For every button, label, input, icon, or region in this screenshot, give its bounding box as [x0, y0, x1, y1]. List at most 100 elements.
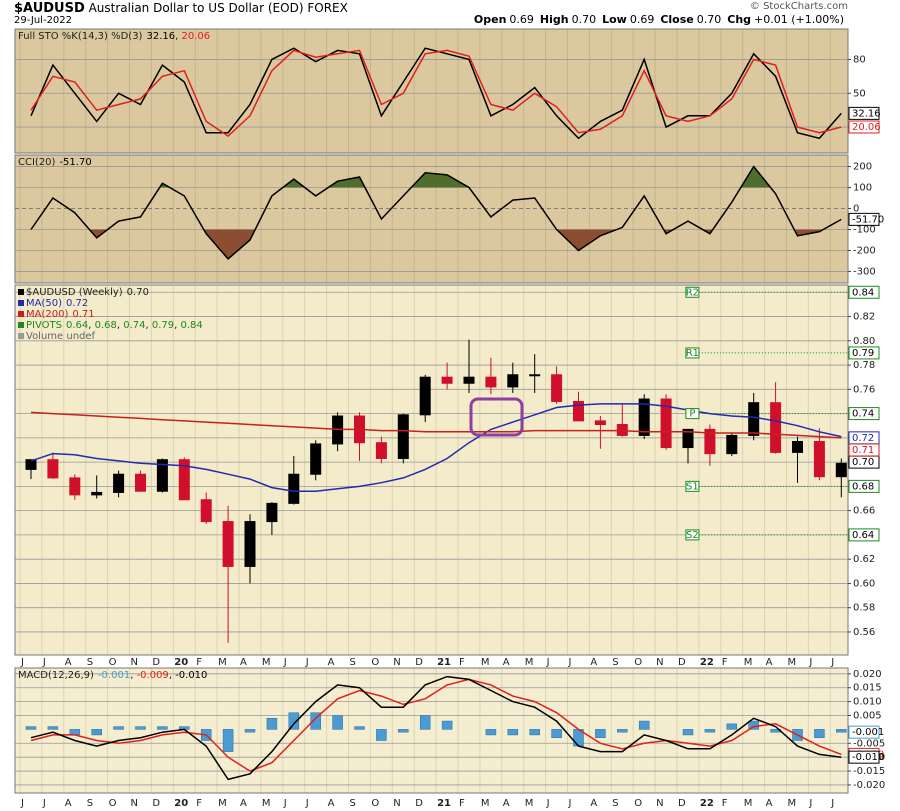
histogram-bar: [310, 712, 321, 730]
value-box-label: 0.74: [852, 409, 874, 420]
histogram-bar: [244, 729, 256, 733]
legend-row: CCI(20) -51.70: [18, 157, 96, 168]
y-tick-label: 80: [853, 54, 866, 65]
candle-body: [660, 398, 672, 449]
x-tick-label: M: [481, 798, 490, 809]
x-tick-label: J: [546, 657, 550, 668]
legend-value: 0.64: [65, 320, 89, 331]
histogram-bar: [441, 720, 453, 730]
value-box-label: 0.68: [852, 481, 874, 492]
value-box: [848, 346, 880, 360]
volume-note: Volume undef: [26, 331, 96, 342]
legend-value: -0.009: [130, 670, 169, 681]
value-box: [848, 443, 880, 457]
candle-body: [397, 414, 409, 459]
legend-value: 20.06: [175, 31, 210, 42]
candle-body: [551, 374, 563, 402]
y-tick-label: 0.62: [853, 554, 875, 565]
candle-body: [91, 491, 103, 496]
histogram-bar: [595, 729, 606, 738]
x-tick-label: S: [87, 798, 93, 809]
legend: MACD(12,26,9)-0.001-0.009-0.010: [18, 670, 211, 681]
x-tick-label: A: [766, 657, 773, 668]
legend-label: CCI(20): [18, 157, 56, 168]
quote-value: 0.69: [629, 13, 655, 26]
x-tick-label: A: [503, 657, 510, 668]
histogram-bar: [332, 715, 343, 730]
x-tick-label: S: [350, 798, 356, 809]
x-tick-label: A: [328, 798, 335, 809]
x-tick-label: O: [109, 798, 117, 809]
value-box-label: 0.64: [852, 530, 874, 541]
candle-body: [244, 521, 256, 567]
candle-body: [156, 459, 168, 492]
series-line: [30, 403, 842, 492]
y-tick-label: 0.015: [853, 683, 882, 694]
pivot-label-box: [685, 480, 700, 492]
x-tick-label: F: [196, 657, 202, 668]
y-tick-label: -0.020: [853, 780, 885, 791]
x-tick-label: D: [152, 657, 160, 668]
legend-value: 0.79: [146, 320, 175, 331]
y-tick-label: 0: [853, 204, 859, 215]
candle-body: [682, 428, 694, 449]
x-tick-label: N: [131, 657, 138, 668]
histogram-bar: [726, 723, 738, 730]
panel: [15, 28, 848, 154]
value-box: [848, 106, 880, 120]
value-box: [848, 285, 880, 299]
x-tick-label: N: [131, 798, 138, 809]
x-tick-label: N: [656, 657, 663, 668]
description: Australian Dollar to US Dollar (EOD): [88, 1, 304, 15]
y-tick-label: 0.020: [853, 669, 882, 680]
pivot-label: P: [689, 409, 695, 420]
x-tick-label: J: [305, 657, 309, 668]
histogram-bar: [814, 729, 825, 738]
x-tick-label: S: [612, 798, 618, 809]
x-tick-label: J: [568, 798, 572, 809]
x-tick-label: F: [459, 798, 465, 809]
x-tick-label: A: [65, 798, 72, 809]
y-tick-label: 0.76: [853, 384, 875, 395]
histogram-bar: [25, 726, 37, 730]
y-tick-label: 0.58: [853, 603, 875, 614]
legend-label: Full STO %K(14,3) %D(3): [18, 31, 143, 42]
x-tick-label: J: [808, 657, 812, 668]
x-tick-label: A: [65, 657, 72, 668]
histogram-bar: [354, 726, 365, 730]
x-tick-label: S: [350, 657, 356, 668]
histogram-bar: [485, 729, 497, 736]
value-box-label: 32.16: [852, 108, 881, 119]
histogram-bar: [529, 729, 540, 736]
y-tick-label: -100: [853, 224, 876, 235]
x-tick-label: M: [525, 657, 534, 668]
y-tick-label: -0.005: [853, 738, 885, 749]
histogram-bar: [222, 729, 234, 752]
pivot-label: S1: [686, 481, 699, 492]
x-tick-label: M: [262, 657, 271, 668]
value-box: [848, 407, 880, 421]
candle-body: [310, 443, 322, 475]
x-tick-label: A: [590, 798, 597, 809]
x-tick-label: 22: [700, 657, 714, 668]
x-tick-label: M: [262, 798, 271, 809]
legend-value: -0.010: [169, 670, 208, 681]
x-tick-label: O: [634, 798, 642, 809]
legend-label: PIVOTS: [26, 320, 62, 331]
y-tick-label: -200: [853, 245, 876, 256]
candle-body: [375, 442, 387, 459]
candle-body: [200, 499, 212, 523]
pivot-label: R1: [686, 348, 699, 359]
legend-swatch: [18, 300, 24, 306]
legend-swatch: [18, 322, 24, 328]
x-tick-label: M: [744, 657, 753, 668]
candle-body: [25, 459, 37, 470]
histogram-bar: [507, 729, 519, 736]
histogram-bar: [638, 720, 650, 730]
candle-body: [266, 502, 278, 523]
y-tick-label: -300: [853, 266, 876, 277]
panel-background: [15, 28, 848, 154]
value-box: [848, 528, 880, 542]
exchange: FOREX: [307, 1, 348, 15]
x-tick-label: A: [766, 798, 773, 809]
